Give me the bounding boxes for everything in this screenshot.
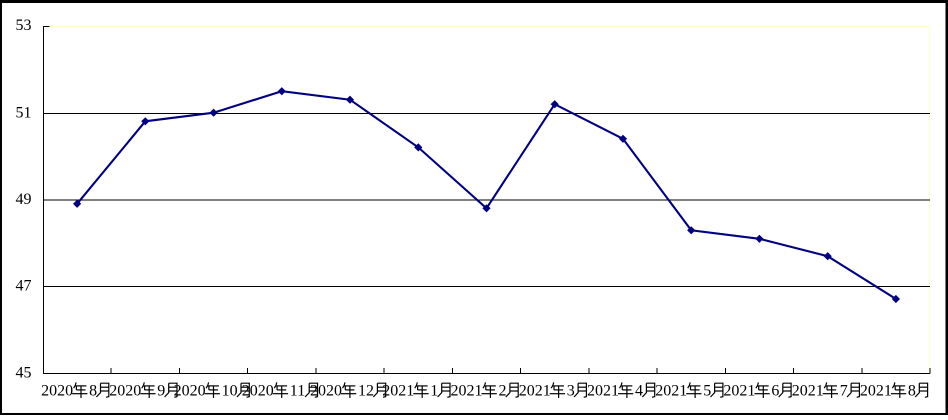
svg-text:2020: 2020 xyxy=(242,383,274,400)
svg-text:4: 4 xyxy=(635,383,643,400)
svg-text:45: 45 xyxy=(16,364,32,381)
svg-text:6: 6 xyxy=(771,383,779,400)
svg-text:47: 47 xyxy=(16,277,32,294)
svg-text:2021: 2021 xyxy=(792,383,824,400)
svg-text:1: 1 xyxy=(430,383,438,400)
svg-text:8: 8 xyxy=(908,383,916,400)
svg-text:10: 10 xyxy=(222,383,238,400)
svg-text:3: 3 xyxy=(567,383,575,400)
svg-text:11: 11 xyxy=(290,383,305,400)
svg-text:2021: 2021 xyxy=(382,383,414,400)
svg-text:8: 8 xyxy=(89,383,97,400)
svg-text:49: 49 xyxy=(16,191,32,208)
svg-text:12: 12 xyxy=(358,383,374,400)
svg-text:2021: 2021 xyxy=(723,383,755,400)
svg-text:2021: 2021 xyxy=(519,383,551,400)
svg-text:2020: 2020 xyxy=(41,383,73,400)
svg-text:2021: 2021 xyxy=(451,383,483,400)
svg-text:53: 53 xyxy=(16,17,32,34)
svg-text:5: 5 xyxy=(703,383,711,400)
svg-text:7: 7 xyxy=(840,383,848,400)
svg-text:2021: 2021 xyxy=(655,383,687,400)
svg-text:2021: 2021 xyxy=(860,383,892,400)
svg-text:2021: 2021 xyxy=(587,383,619,400)
svg-text:2020: 2020 xyxy=(174,383,206,400)
svg-text:9: 9 xyxy=(157,383,165,400)
svg-text:2: 2 xyxy=(499,383,507,400)
svg-text:2020: 2020 xyxy=(310,383,342,400)
svg-text:2020: 2020 xyxy=(109,383,141,400)
svg-text:51: 51 xyxy=(16,104,32,121)
